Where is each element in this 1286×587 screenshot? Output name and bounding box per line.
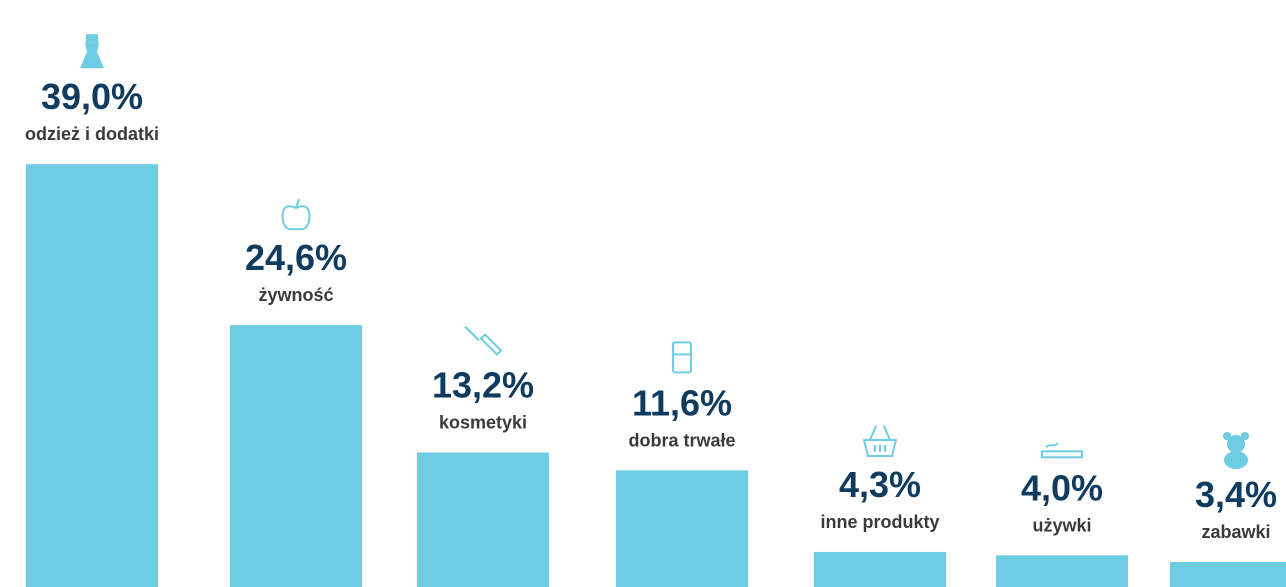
bar [230,325,362,587]
icon [80,34,104,69]
icon [862,425,898,457]
icon [1041,442,1083,459]
bar [814,551,946,587]
icon-smoke [1045,442,1059,449]
value-label: 11,6% [632,382,732,423]
value-label: 39,0% [41,76,143,117]
icon-bear-ear [1223,432,1231,441]
category-label: zabawki [1201,522,1270,542]
icon-pepper [281,198,311,231]
category-label: żywność [258,285,333,305]
bar [417,452,549,587]
icon-bear-ear [1241,432,1249,441]
value-label: 4,3% [839,464,921,505]
value-label: 4,0% [1021,467,1103,508]
value-label: 13,2% [432,364,534,405]
value-label: 3,4% [1195,474,1277,515]
icon-bear-head [1227,435,1245,454]
category-label: używki [1032,515,1091,535]
category-label: kosmetyki [439,412,527,432]
bar [26,164,158,587]
icon-fridge [672,341,692,374]
icon [1223,432,1249,470]
icon-mascara [464,325,503,356]
icon-dress-top [86,34,98,43]
icon [672,341,692,374]
bar [616,470,748,587]
value-label: 24,6% [245,237,347,278]
category-label: odzież i dodatki [25,124,159,144]
icon-cigarette [1041,450,1083,459]
category-label: dobra trwałe [628,430,735,450]
icon-dress [80,42,104,69]
icon [281,198,311,231]
icon [464,325,503,356]
icon-basket [862,425,898,457]
category-label: inne produkty [820,512,939,532]
bar [996,555,1128,587]
icon-bear-body [1224,451,1248,470]
bar [1170,562,1286,587]
